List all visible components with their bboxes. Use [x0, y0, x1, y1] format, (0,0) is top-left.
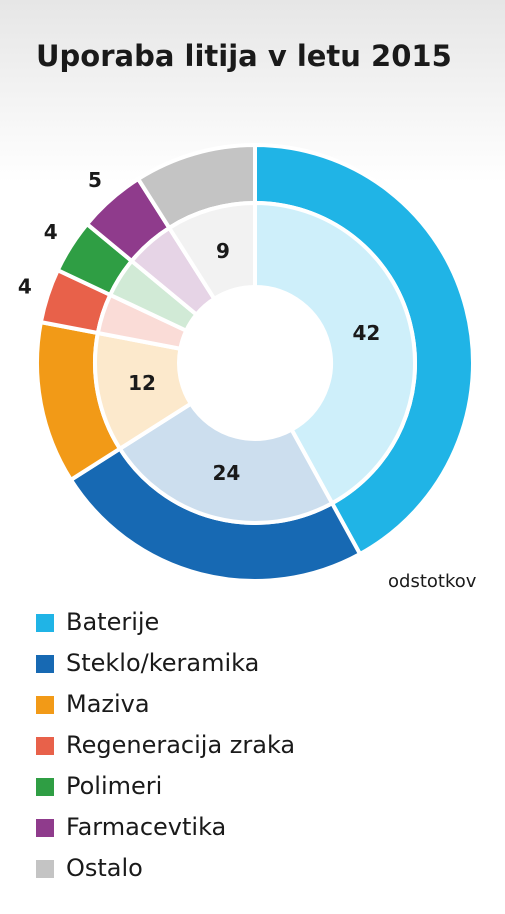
unit-label: odstotkov	[388, 571, 477, 592]
value-label: 12	[128, 371, 156, 395]
value-label: 24	[212, 461, 240, 485]
donut-inner-segment	[117, 400, 335, 525]
value-label: 42	[352, 321, 380, 345]
chart-title: Uporaba litija v letu 2015	[36, 39, 452, 73]
value-label: 5	[88, 168, 102, 192]
value-label: 4	[44, 220, 58, 244]
donut-inner-segment	[253, 200, 417, 506]
legend-label: Ostalo	[66, 854, 143, 882]
donut-inner-segment	[166, 200, 257, 302]
value-label: 4	[18, 275, 32, 299]
legend-label: Regeneracija zraka	[66, 731, 295, 759]
legend-label: Farmacevtika	[66, 813, 226, 841]
legend-swatch	[36, 860, 54, 878]
legend-swatch	[36, 655, 54, 673]
legend-swatch	[36, 696, 54, 714]
legend-swatch	[36, 819, 54, 837]
legend-label: Steklo/keramika	[66, 649, 259, 677]
legend-label: Baterije	[66, 608, 159, 636]
legend-swatch	[36, 778, 54, 796]
legend-swatch	[36, 737, 54, 755]
legend-label: Maziva	[66, 690, 150, 718]
legend-label: Polimeri	[66, 772, 162, 800]
value-label: 9	[216, 239, 230, 263]
legend-swatch	[36, 614, 54, 632]
